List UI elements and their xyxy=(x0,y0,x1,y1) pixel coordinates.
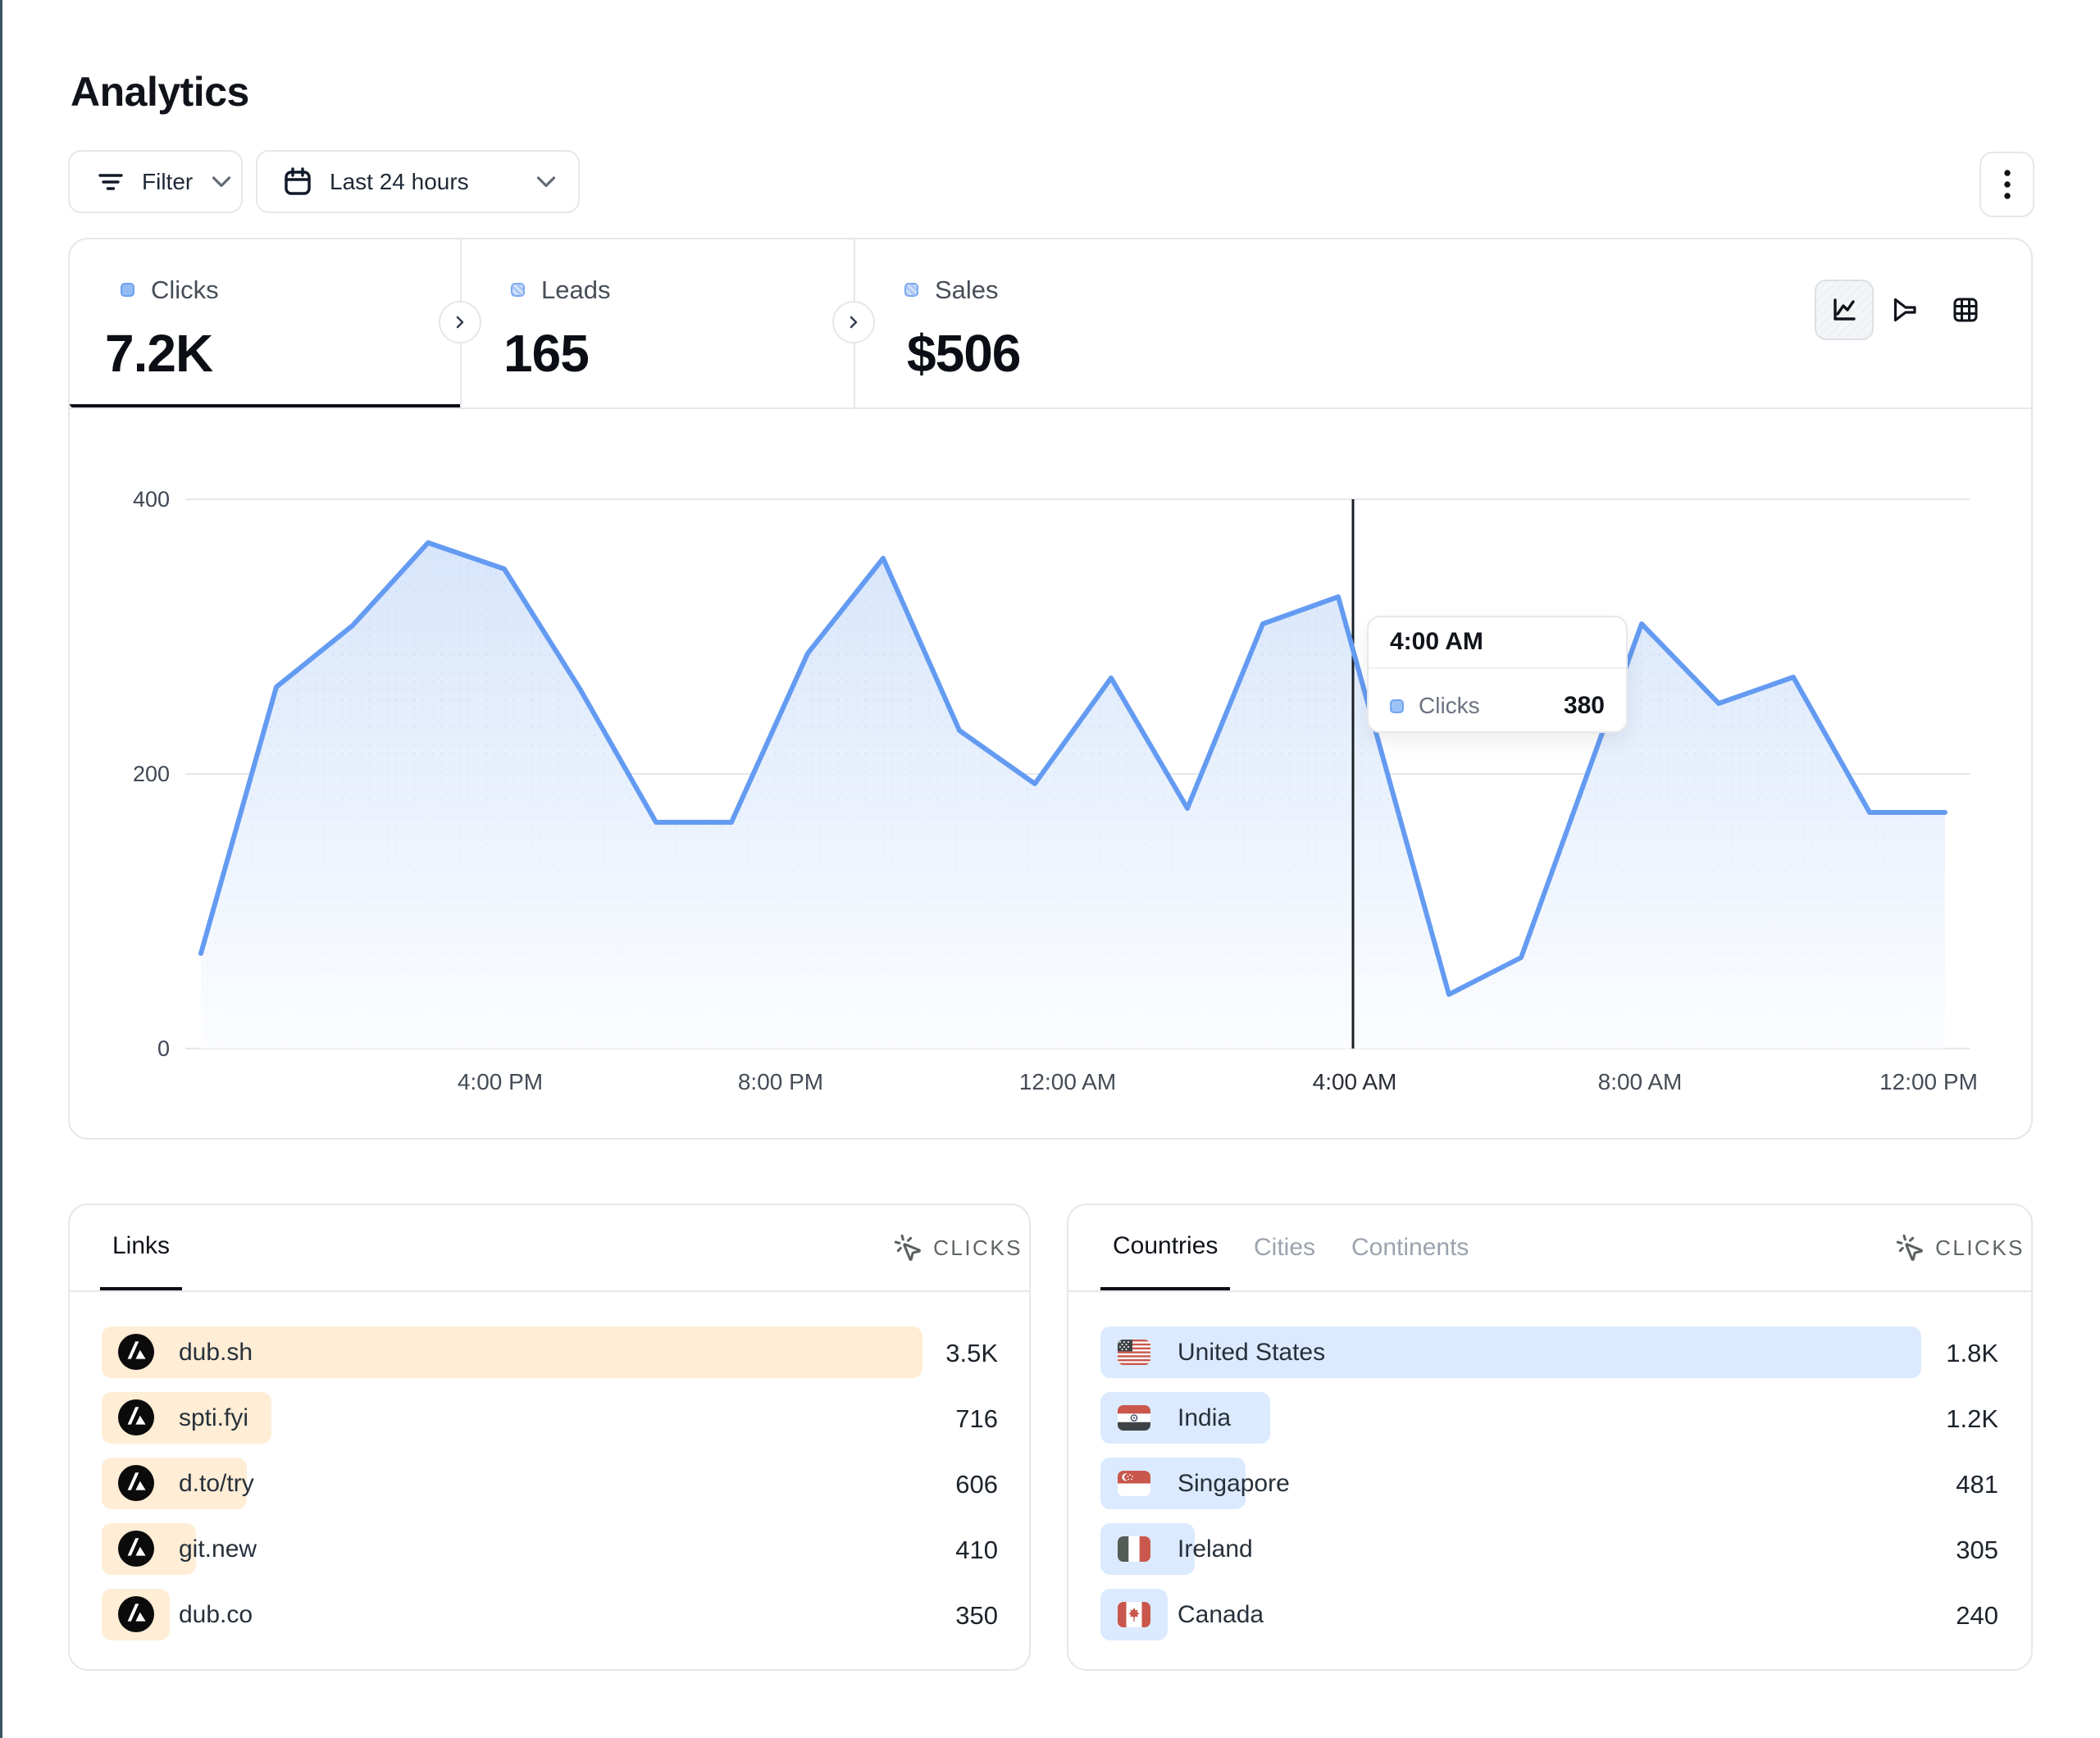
svg-text:4:00 AM: 4:00 AM xyxy=(1313,1069,1397,1094)
svg-text:12:00 AM: 12:00 AM xyxy=(1019,1069,1116,1094)
svg-text:400: 400 xyxy=(133,487,170,512)
svg-text:12:00 PM: 12:00 PM xyxy=(1879,1069,1978,1094)
svg-text:4:00 PM: 4:00 PM xyxy=(458,1069,543,1094)
svg-text:0: 0 xyxy=(157,1036,170,1061)
svg-text:8:00 PM: 8:00 PM xyxy=(738,1069,823,1094)
svg-text:8:00 AM: 8:00 AM xyxy=(1598,1069,1683,1094)
svg-text:200: 200 xyxy=(133,762,170,786)
